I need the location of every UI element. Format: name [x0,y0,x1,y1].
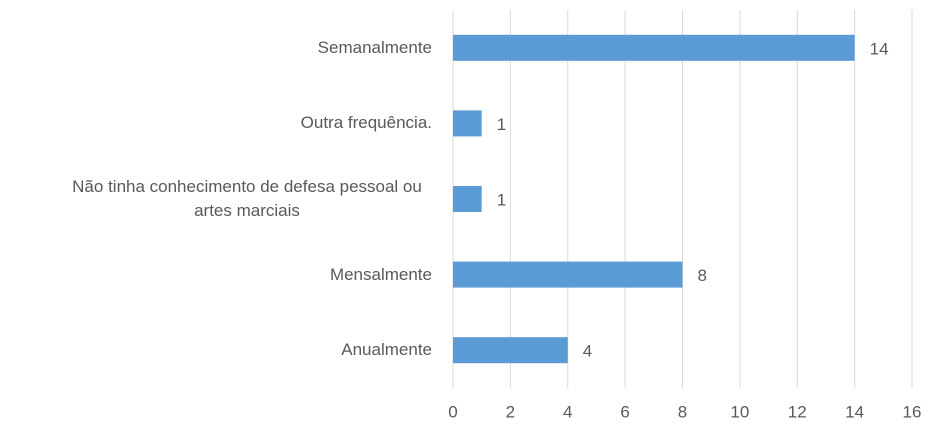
bar [453,186,482,212]
x-tick-label: 14 [845,402,864,421]
y-tick-label: Anualmente [341,340,432,360]
bar [453,337,568,364]
x-tick-label: 16 [903,402,922,421]
y-tick-label: Outra frequência. [300,113,432,133]
x-tick-label: 2 [506,402,515,421]
x-tick-label: 12 [788,402,807,421]
bar [453,110,482,137]
x-tick-label: 8 [678,402,687,421]
value-label: 4 [583,342,592,361]
value-label: 1 [497,190,506,209]
value-label: 8 [698,266,707,285]
x-tick-label: 0 [448,402,457,421]
x-tick-label: 6 [620,402,629,421]
x-tick-label: 10 [730,402,749,421]
y-tick-label: Não tinha conhecimento de defesa pessoal… [72,177,422,220]
bar [453,261,683,288]
y-tick-label: Mensalmente [329,264,432,284]
value-label: 14 [870,39,889,58]
y-tick-label: Semanalmente [317,37,432,57]
x-tick-label: 4 [563,402,572,421]
bar [453,34,855,61]
value-label: 1 [497,115,506,134]
